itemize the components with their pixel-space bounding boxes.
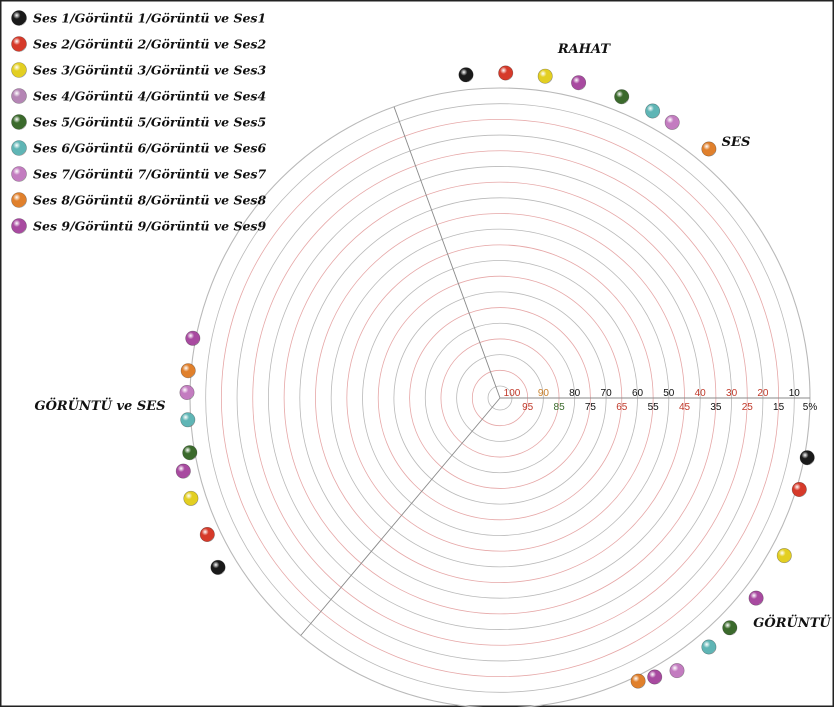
data-points [175, 65, 815, 689]
legend-entry: Ses 9/Görüntü 9/Görüntü ve Ses9 [33, 219, 266, 234]
data-point [180, 412, 196, 428]
category-label-ses: SES [722, 135, 751, 150]
data-point [571, 75, 587, 91]
legend-entry: Ses 1/Görüntü 1/Görüntü ve Ses1 [33, 11, 266, 26]
data-point [458, 67, 474, 83]
tick-label-90: 90 [538, 388, 550, 399]
legend-marker [11, 192, 27, 208]
data-point [701, 141, 717, 157]
legend-marker [11, 36, 27, 52]
tick-label-65: 65 [616, 402, 628, 413]
legend-marker [11, 88, 27, 104]
data-point [175, 463, 191, 479]
category-label-görüntü-ve-ses: GÖRÜNTÜ ve SES [34, 397, 165, 414]
tick-label-35: 35 [710, 402, 722, 413]
tick-label-5: 5% [803, 402, 818, 413]
tick-label-20: 20 [757, 388, 769, 399]
legend-entry: Ses 2/Görüntü 2/Görüntü ve Ses2 [33, 37, 266, 52]
sector-line [300, 397, 501, 636]
legend-marker [11, 218, 27, 234]
tick-label-100: 100 [504, 388, 521, 399]
category-labels: RAHAT SES GÖRÜNTÜ GÖRÜNTÜ ve SES [34, 42, 831, 631]
legend-entry: Ses 4/Görüntü 4/Görüntü ve Ses4 [33, 89, 266, 104]
data-point [722, 620, 738, 636]
legend-entry: Ses 6/Görüntü 6/Görüntü ve Ses6 [33, 141, 266, 156]
data-point [182, 445, 198, 461]
tick-label-25: 25 [742, 402, 754, 413]
legend-marker [11, 140, 27, 156]
legend-entry: Ses 7/Görüntü 7/Görüntü ve Ses7 [33, 167, 266, 182]
legend-entry: Ses 5/Görüntü 5/Görüntü ve Ses5 [33, 115, 266, 130]
tick-label-75: 75 [585, 402, 597, 413]
tick-label-45: 45 [679, 402, 691, 413]
data-point [210, 559, 226, 575]
tick-label-95: 95 [522, 402, 534, 413]
tick-label-10: 10 [789, 388, 801, 399]
data-point [776, 548, 792, 564]
data-point [701, 639, 717, 655]
data-point [647, 669, 663, 685]
legend-marker [11, 62, 27, 78]
category-label-rahat: RAHAT [557, 42, 612, 57]
sector-line [393, 106, 501, 399]
data-point [180, 363, 196, 379]
tick-label-85: 85 [554, 402, 566, 413]
legend-entry: Ses 8/Görüntü 8/Görüntü ve Ses8 [33, 193, 266, 208]
category-label-görüntü: GÖRÜNTÜ [753, 614, 831, 631]
data-point [669, 663, 685, 679]
tick-label-40: 40 [695, 388, 707, 399]
tick-label-55: 55 [648, 402, 660, 413]
legend-marker [11, 166, 27, 182]
data-point [199, 526, 215, 542]
data-point [179, 384, 195, 400]
tick-label-60: 60 [632, 388, 644, 399]
data-point [498, 65, 514, 81]
data-point [614, 89, 630, 105]
legend-entry: Ses 3/Görüntü 3/Görüntü ve Ses3 [33, 63, 266, 78]
legend-marker [11, 114, 27, 130]
tick-label-30: 30 [726, 388, 738, 399]
tick-label-50: 50 [663, 388, 675, 399]
legend: Ses 1/Görüntü 1/Görüntü ve Ses1 Ses 2/Gör… [11, 10, 266, 234]
tick-label-70: 70 [601, 388, 613, 399]
data-point [748, 590, 764, 606]
sector-lines [300, 106, 810, 636]
data-point [630, 673, 646, 689]
data-point [645, 103, 661, 119]
data-point [799, 450, 815, 466]
data-point [185, 330, 201, 346]
data-point [664, 114, 680, 130]
data-point [537, 68, 553, 84]
tick-label-15: 15 [773, 402, 785, 413]
legend-marker [11, 10, 27, 26]
tick-label-80: 80 [569, 388, 581, 399]
data-point [791, 481, 807, 497]
data-point [183, 490, 199, 506]
